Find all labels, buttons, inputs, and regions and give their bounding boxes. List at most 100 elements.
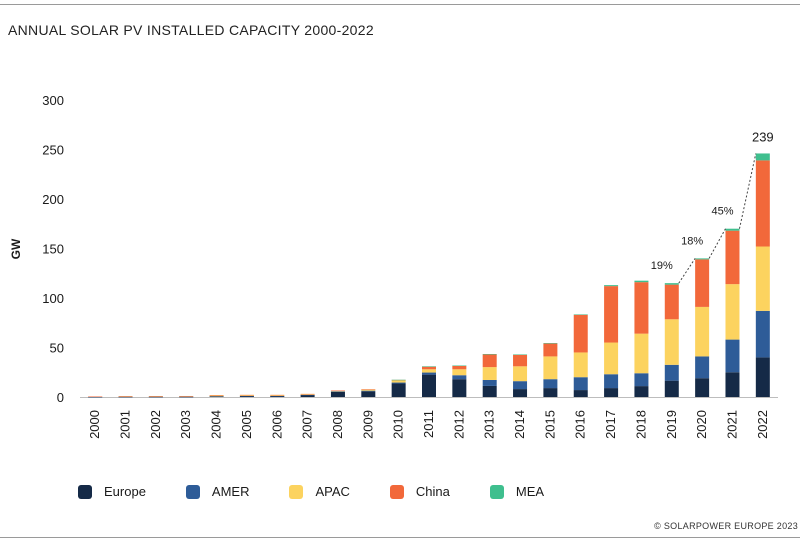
- growth-label: 45%: [711, 206, 733, 218]
- bar-segment: [482, 367, 497, 380]
- bar-segment: [543, 388, 558, 397]
- bar-segment: [330, 391, 345, 392]
- bar-segment: [482, 379, 497, 386]
- legend-item: Europe: [78, 484, 146, 499]
- x-tick-label: 2018: [633, 410, 648, 439]
- bar-segment: [209, 396, 224, 397]
- bar-segment: [179, 395, 194, 397]
- bar-segment: [422, 366, 436, 367]
- legend-label: APAC: [315, 484, 350, 499]
- growth-connector: [738, 153, 757, 229]
- bar-segment: [543, 356, 558, 380]
- legend-item: MEA: [489, 484, 545, 499]
- bar-segment: [604, 286, 619, 343]
- bar-segment: [422, 366, 436, 370]
- x-tick-label: 2012: [451, 410, 466, 439]
- bar-segment: [604, 285, 619, 287]
- bar-segment: [391, 383, 406, 397]
- bar-segment: [482, 385, 497, 397]
- y-tick-label: 150: [42, 242, 64, 257]
- bar-segment: [695, 259, 710, 307]
- bar-segment: [452, 365, 467, 370]
- legend: Europe AMER APAC China MEA: [78, 484, 584, 499]
- bar-segment: [361, 389, 376, 390]
- bar-segment: [239, 395, 254, 397]
- bar-segment: [573, 314, 588, 315]
- legend-label: Europe: [104, 484, 146, 499]
- legend-swatch: [489, 484, 504, 499]
- x-tick-label: 2001: [118, 410, 133, 439]
- growth-connector: [678, 258, 696, 284]
- bar-segment: [755, 153, 770, 161]
- bar-segment: [634, 373, 649, 387]
- top-rule: [0, 4, 800, 5]
- bar-segment: [695, 306, 710, 357]
- x-tick-label: 2017: [603, 410, 618, 439]
- x-tick-label: 2020: [694, 410, 709, 439]
- legend-label: China: [415, 484, 450, 499]
- bar-segment: [118, 396, 133, 398]
- bar-segment: [513, 354, 528, 367]
- bar-segment: [604, 342, 619, 375]
- bottom-rule: [0, 537, 800, 538]
- total-label: 239: [752, 129, 774, 144]
- bar-segment: [452, 369, 467, 376]
- bar-segment: [148, 396, 163, 398]
- x-tick-label: 2008: [330, 410, 345, 439]
- x-tick-label: 2022: [755, 410, 770, 439]
- x-tick-label: 2006: [269, 410, 284, 439]
- x-tick-label: 2016: [573, 410, 588, 439]
- bar-segment: [239, 396, 254, 397]
- bar-segment: [755, 310, 770, 358]
- bar-segment: [755, 160, 770, 247]
- bar-segment: [513, 389, 528, 397]
- bar-segment: [664, 319, 679, 365]
- legend-label: MEA: [515, 484, 545, 499]
- bar-segment: [725, 284, 740, 340]
- bar-segment: [209, 395, 224, 397]
- bar-segment: [695, 356, 710, 379]
- bar-segment: [634, 333, 649, 374]
- bar-segment: [543, 379, 558, 389]
- bar-segment: [300, 395, 315, 397]
- bar-segment: [452, 379, 467, 397]
- legend-item: APAC: [289, 484, 350, 499]
- bar-segment: [391, 382, 406, 384]
- bar-segment: [695, 258, 710, 260]
- y-tick-label: 50: [50, 341, 64, 356]
- bar-segment: [88, 396, 103, 397]
- x-tick-label: 2021: [724, 410, 739, 439]
- bar-segment: [695, 378, 710, 397]
- bar-segment: [755, 246, 770, 311]
- x-tick-label: 2004: [209, 410, 224, 439]
- y-axis-label: GW: [9, 238, 23, 259]
- bar-segment: [604, 374, 619, 389]
- bar-segment: [755, 357, 770, 397]
- bar-segment: [634, 280, 649, 283]
- bar-segment: [361, 389, 376, 391]
- x-tick-label: 2013: [482, 410, 497, 439]
- bar-segment: [573, 377, 588, 391]
- x-tick-label: 2010: [391, 410, 406, 439]
- legend-swatch: [78, 484, 92, 499]
- y-tick-label: 0: [57, 390, 64, 405]
- x-tick-label: 2002: [148, 410, 163, 439]
- legend-item: AMER: [185, 484, 249, 499]
- bar-segment: [452, 365, 467, 367]
- growth-label: 19%: [651, 260, 673, 272]
- copyright-credit: © SOLARPOWER EUROPE 2023: [654, 521, 798, 531]
- bar-segment: [361, 391, 376, 397]
- bar-segment: [270, 396, 285, 397]
- bar-segment: [543, 343, 558, 357]
- bar-segment: [118, 396, 133, 397]
- bar-segment: [422, 372, 436, 375]
- bar-segment: [300, 394, 315, 396]
- x-tick-label: 2019: [664, 410, 679, 439]
- y-tick-label: 100: [42, 291, 64, 306]
- x-tick-label: 2005: [239, 410, 254, 439]
- bar-segment: [270, 394, 285, 396]
- bar-segment: [634, 386, 649, 397]
- bar-segment: [664, 380, 679, 397]
- bar-segment: [300, 393, 315, 395]
